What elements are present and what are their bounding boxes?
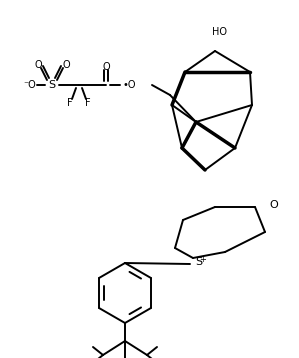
Text: O: O xyxy=(102,62,110,72)
Text: ⁻O: ⁻O xyxy=(24,80,36,90)
Text: HO: HO xyxy=(213,27,228,37)
Text: O: O xyxy=(34,60,42,70)
Text: S: S xyxy=(195,257,202,267)
Text: O: O xyxy=(62,60,70,70)
Text: F: F xyxy=(85,98,91,108)
Text: +: + xyxy=(199,255,206,263)
Text: •O: •O xyxy=(123,80,137,90)
Text: S: S xyxy=(48,80,56,90)
Text: F: F xyxy=(67,98,73,108)
Text: O: O xyxy=(269,200,278,210)
